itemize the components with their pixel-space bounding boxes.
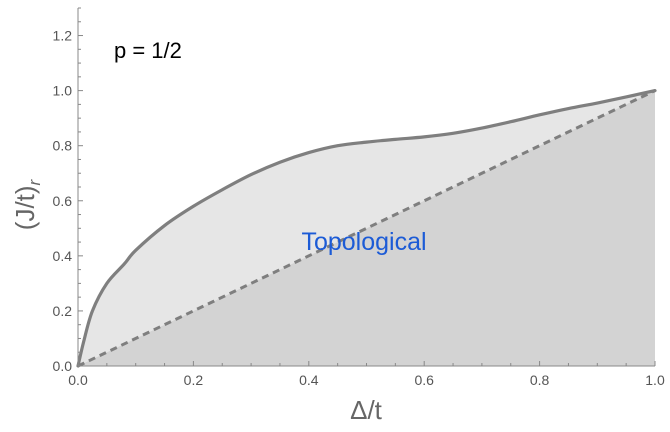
y-tick-label: 0.0 [53, 358, 73, 374]
parameter-annotation: p = 1/2 [114, 38, 182, 63]
plot-area [76, 89, 657, 368]
x-tick-label: 1.0 [645, 372, 665, 388]
x-tick-label: 0.2 [184, 372, 204, 388]
series-line-dashed-diagonal [77, 89, 656, 368]
y-tick-label: 0.8 [53, 138, 73, 154]
x-tick-label: 0.6 [414, 372, 434, 388]
series-line-phase-boundary [76, 89, 657, 368]
region-below-diagonal [78, 90, 655, 366]
x-tick-label: 0.0 [68, 372, 88, 388]
y-axis-title: (J/t)r [10, 178, 44, 230]
y-tick-label: 0.2 [53, 303, 73, 319]
x-axis-title: Δ/t [350, 395, 383, 425]
x-tick-label: 0.4 [299, 372, 319, 388]
axes [77, 7, 656, 367]
y-tick-label: 1.0 [53, 83, 73, 99]
x-tick-label: 0.8 [530, 372, 550, 388]
y-tick-label: 0.6 [53, 193, 73, 209]
y-tick-label: 0.4 [53, 248, 73, 264]
tick-labels: 0.0 0.2 0.4 0.6 0.8 1.0 0.0 0.2 0.4 0.6 0.8 1.0 1.2 [53, 28, 665, 388]
y-tick-label: 1.2 [53, 28, 73, 44]
region-label-topological: Topological [301, 228, 426, 256]
